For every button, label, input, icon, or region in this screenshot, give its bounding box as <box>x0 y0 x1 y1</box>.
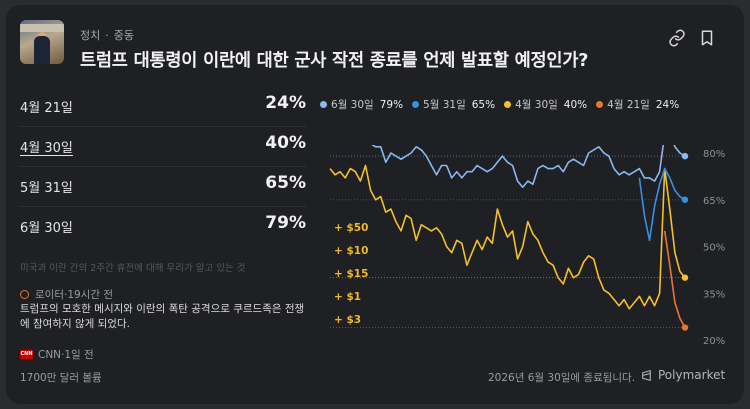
series-line[interactable] <box>330 145 686 189</box>
news-source: CNN CNN·1일 전 <box>20 347 94 362</box>
series-line[interactable] <box>329 164 686 310</box>
outcome-percent: 79% <box>265 213 306 233</box>
category-link[interactable]: 정치 <box>80 29 101 42</box>
series-end-point <box>681 152 689 160</box>
market-title[interactable]: 트럼프 대통령이 이란에 대한 군사 작전 종료를 언제 발표할 예정인가? <box>80 51 589 71</box>
volume-label: 1700만 달러 볼륨 <box>20 372 102 384</box>
legend-value: 65% <box>471 98 496 111</box>
legend-dot-icon <box>596 101 604 108</box>
outcome-row[interactable]: 6월 30일 79% <box>20 207 306 245</box>
series-line[interactable] <box>663 230 686 328</box>
chart-legend: 6월 30일 79% 5월 31일 65% 4월 30일 40% 4월 21일 … <box>320 97 688 112</box>
bet-label: + $10 <box>334 245 369 257</box>
price-history-chart[interactable]: 80% 65% 50% 35% 20% <box>320 145 730 350</box>
outcome-date: 5월 31일 <box>20 181 73 196</box>
y-tick-label: 65% <box>703 196 725 207</box>
subcategory-link[interactable]: 중동 <box>113 29 134 42</box>
market-card[interactable] <box>6 5 744 404</box>
outcome-date: 6월 30일 <box>20 221 73 236</box>
news-source-label: CNN·1일 전 <box>38 349 94 361</box>
legend-label: 4월 21일 <box>607 99 650 111</box>
legend-value: 24% <box>655 98 680 111</box>
reuters-icon <box>20 290 29 299</box>
legend-label: 5월 31일 <box>423 99 466 111</box>
series-end-point <box>681 196 689 203</box>
series-line[interactable] <box>638 167 686 242</box>
legend-dot-icon <box>412 101 420 108</box>
y-tick-label: 80% <box>703 149 725 160</box>
bookmark-icon[interactable] <box>698 29 716 47</box>
polymarket-logo-icon <box>642 369 651 381</box>
polymarket-brand[interactable]: Polymarket <box>640 368 725 382</box>
legend-item[interactable]: 4월 30일 40% <box>504 97 587 112</box>
outcome-date: 4월 30일 <box>20 141 73 156</box>
faded-news-headline[interactable]: 미국과 이란 간의 2주간 휴전에 대해 우리가 알고 있는 것 <box>20 263 246 274</box>
outcome-row[interactable]: 4월 21일 24% <box>20 87 306 125</box>
outcome-percent: 40% <box>265 133 306 153</box>
link-icon[interactable] <box>668 29 686 47</box>
legend-item[interactable]: 5월 31일 65% <box>412 97 495 112</box>
y-tick-label: 20% <box>703 336 725 347</box>
brand-name: Polymarket <box>658 368 726 382</box>
legend-label: 4월 30일 <box>515 99 558 111</box>
legend-item[interactable]: 4월 21일 24% <box>596 97 679 112</box>
legend-label: 6월 30일 <box>331 99 374 111</box>
legend-value: 40% <box>563 98 588 111</box>
bet-label: + $15 <box>334 268 369 280</box>
outcome-percent: 24% <box>265 93 306 113</box>
divider <box>20 126 306 127</box>
legend-dot-icon <box>320 101 327 108</box>
bet-label: + $1 <box>334 291 362 303</box>
market-thumbnail[interactable] <box>20 20 64 64</box>
news-headline[interactable]: 트럼프의 모호한 메시지와 이란의 폭탄 공격으로 쿠르드족은 전쟁에 참여하지… <box>20 303 305 330</box>
legend-item[interactable]: 6월 30일 79% <box>320 97 403 112</box>
end-date-note: 2026년 6월 30일에 종료됩니다. <box>488 372 636 384</box>
series-end-point <box>681 324 689 331</box>
outcome-row[interactable]: 4월 30일 40% <box>20 127 306 165</box>
cnn-logo-icon: CNN <box>20 350 33 359</box>
bet-label: + $50 <box>334 222 369 234</box>
series-end-point <box>681 274 689 281</box>
outcome-row[interactable]: 5월 31일 65% <box>20 167 306 205</box>
y-tick-label: 50% <box>703 243 725 254</box>
divider <box>20 206 306 207</box>
divider <box>20 166 306 167</box>
news-source: 로이터·19시간 전 <box>20 287 113 302</box>
bet-label: + $3 <box>334 314 362 326</box>
outcome-percent: 65% <box>265 173 306 193</box>
news-source-label: 로이터·19시간 전 <box>35 289 113 301</box>
breadcrumb: 정치 · 중동 <box>80 29 134 42</box>
legend-value: 79% <box>379 98 404 111</box>
outcome-date: 4월 21일 <box>20 101 73 116</box>
y-tick-label: 35% <box>703 289 725 300</box>
legend-dot-icon <box>504 101 512 108</box>
